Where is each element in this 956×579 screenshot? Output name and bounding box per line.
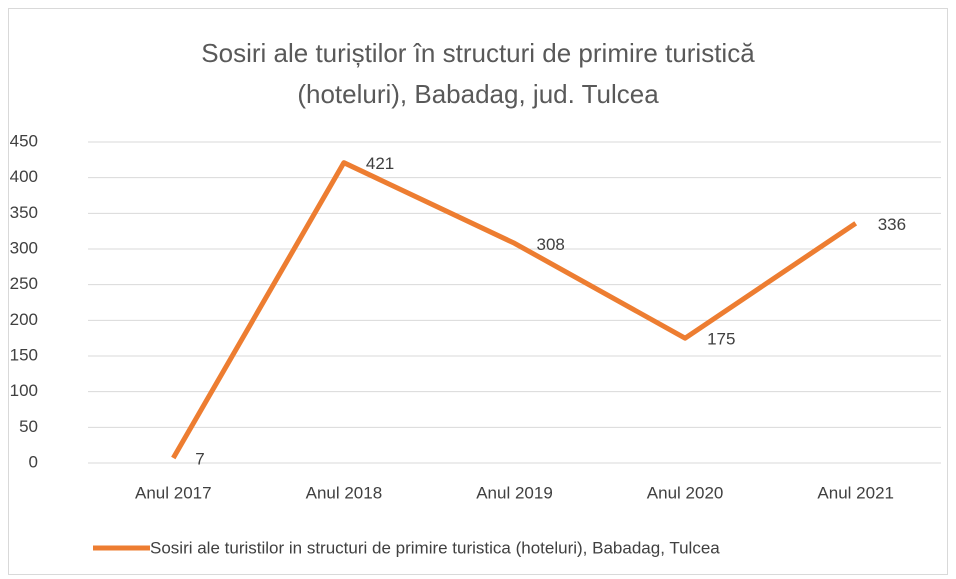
x-tick-label: Anul 2018: [306, 483, 383, 502]
data-label: 7: [195, 449, 204, 468]
chart-title: (hoteluri), Babadag, jud. Tulcea: [297, 79, 659, 109]
x-tick-label: Anul 2017: [135, 483, 212, 502]
legend-label: Sosiri ale turistilor in structuri de pr…: [150, 538, 720, 557]
data-label: 421: [366, 154, 394, 173]
data-label: 308: [537, 235, 565, 254]
y-tick-label: 350: [10, 203, 38, 222]
y-tick-label: 100: [10, 381, 38, 400]
x-tick-label: Anul 2021: [817, 483, 894, 502]
y-tick-label: 200: [10, 310, 38, 329]
x-tick-label: Anul 2019: [476, 483, 553, 502]
y-tick-label: 50: [19, 417, 38, 436]
chart-frame: [8, 8, 948, 575]
y-tick-label: 300: [10, 238, 38, 257]
series-line: [171, 160, 858, 460]
chart-title: Sosiri ale turiștilor în structuri de pr…: [201, 38, 755, 68]
y-tick-label: 450: [10, 131, 38, 150]
y-tick-label: 0: [29, 452, 38, 471]
data-label: 175: [707, 330, 735, 349]
y-tick-label: 400: [10, 167, 38, 186]
x-tick-label: Anul 2020: [647, 483, 724, 502]
y-tick-label: 250: [10, 274, 38, 293]
data-label: 336: [878, 215, 906, 234]
y-tick-label: 150: [10, 345, 38, 364]
